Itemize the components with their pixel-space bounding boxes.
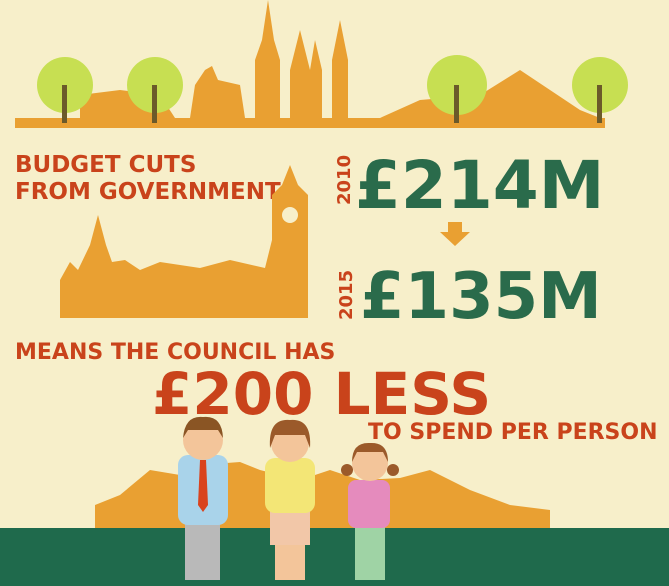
year-label: 2010 xyxy=(334,155,355,205)
amount: £214M xyxy=(355,147,604,224)
page: BUDGET CUTS FROM GOVERNMENT 2010 £214M 2… xyxy=(0,0,669,586)
tail-text: TO SPEND PER PERSON xyxy=(368,420,658,445)
infographic: BUDGET CUTS FROM GOVERNMENT 2010 £214M 2… xyxy=(0,0,669,586)
amount: £135M xyxy=(360,260,602,334)
heading-line: FROM GOVERNMENT xyxy=(15,179,281,205)
year-label: 2015 xyxy=(336,270,357,320)
ground xyxy=(0,528,669,586)
heading-line: BUDGET CUTS xyxy=(15,152,196,178)
